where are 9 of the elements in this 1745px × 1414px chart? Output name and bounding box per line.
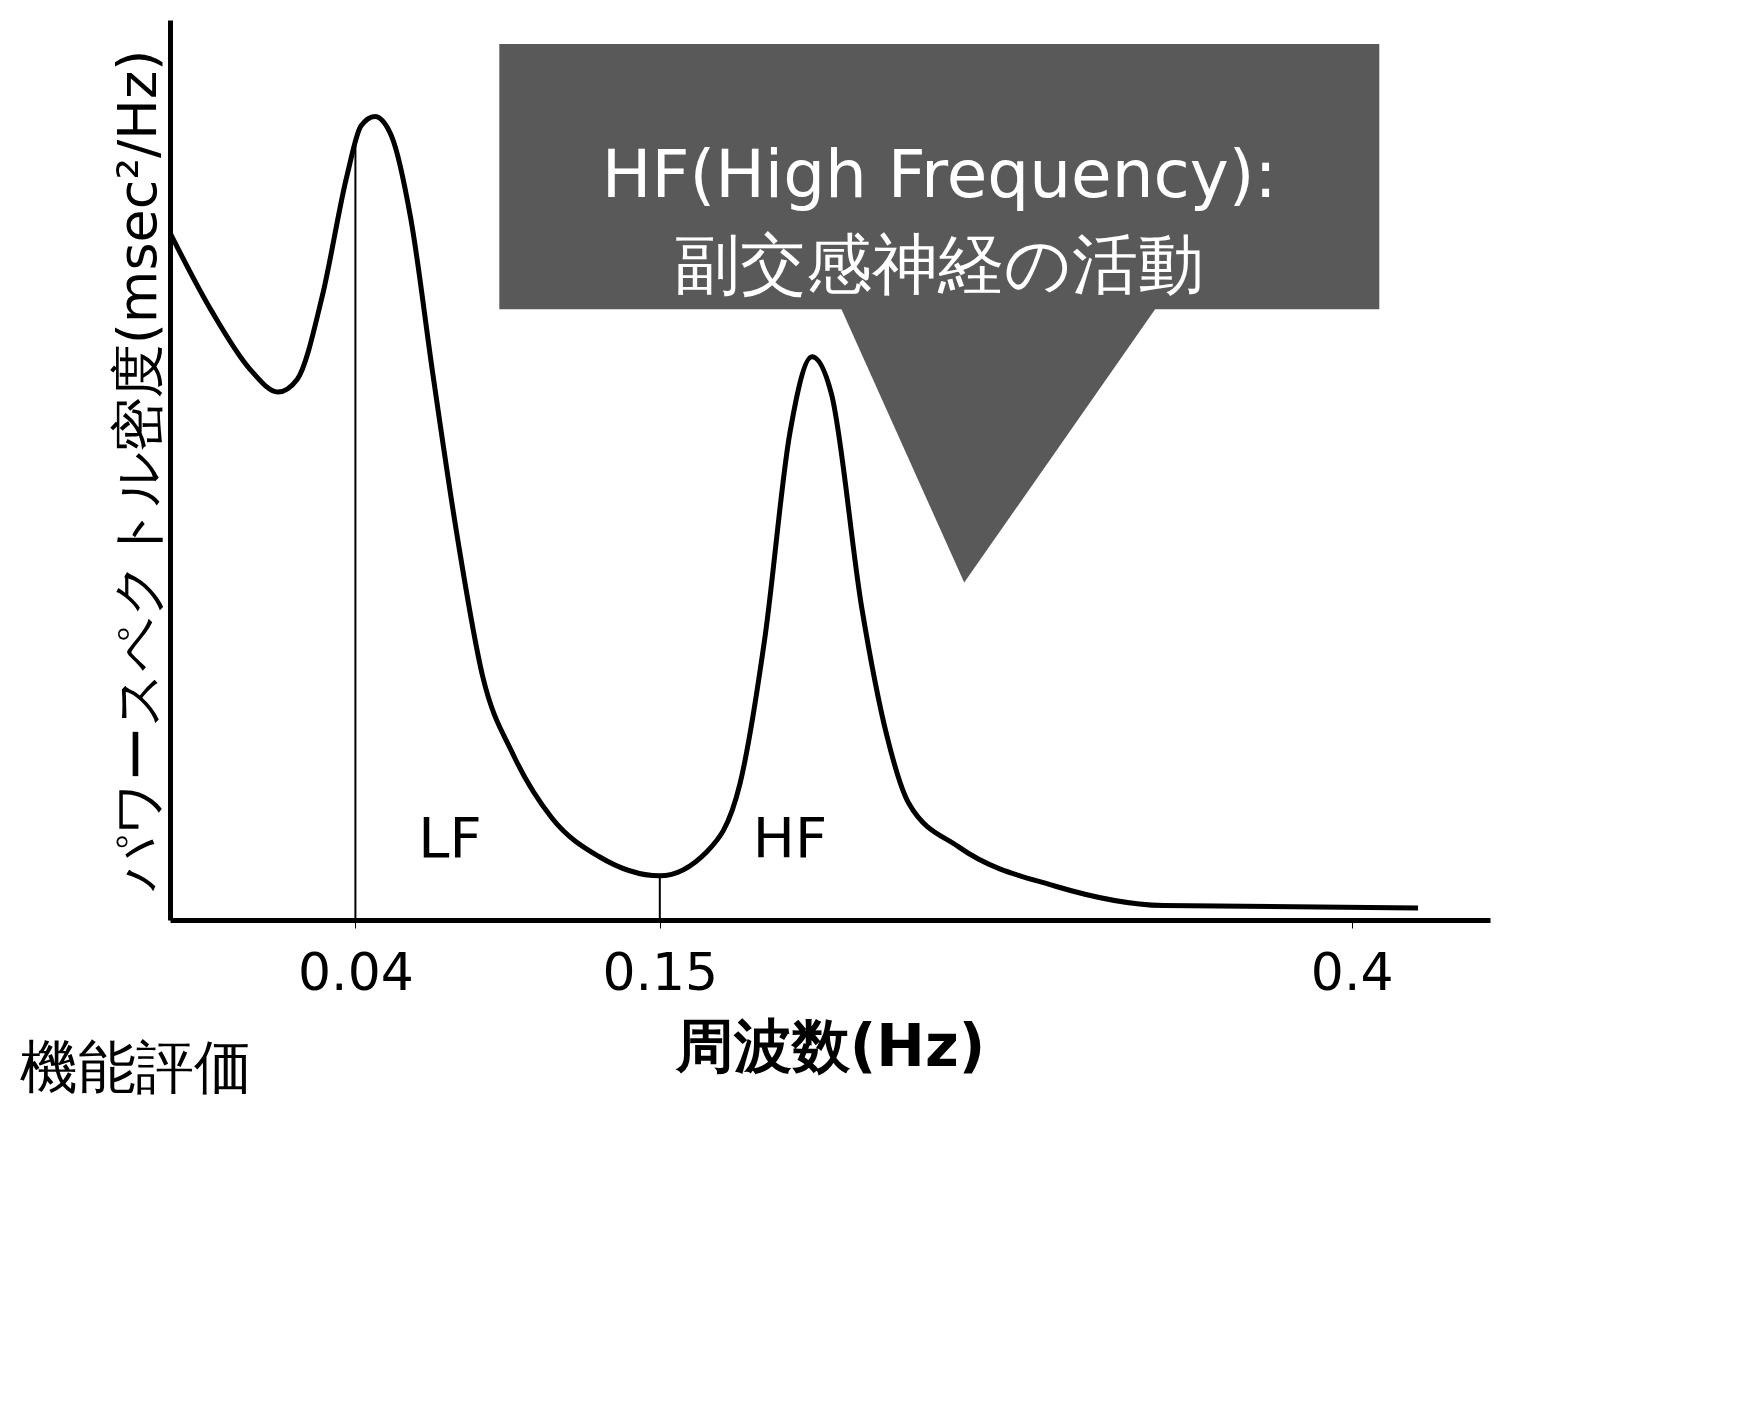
annotation: LF [418,805,482,870]
annotation: HF [752,805,828,870]
x-tick-label: 0.15 [602,941,719,1002]
x-axis-title: 周波数(Hz) [674,1011,986,1080]
x-tick-label: 0.04 [298,941,414,1002]
y-axis-title: パワースペクトル密度(msec²/Hz) [105,49,169,893]
annotation: HF(High Frequency): 副交感神経の活動 [601,135,1277,303]
x-tick-label: 0.4 [1310,941,1394,1002]
text: 機能評価 [20,1033,252,1101]
